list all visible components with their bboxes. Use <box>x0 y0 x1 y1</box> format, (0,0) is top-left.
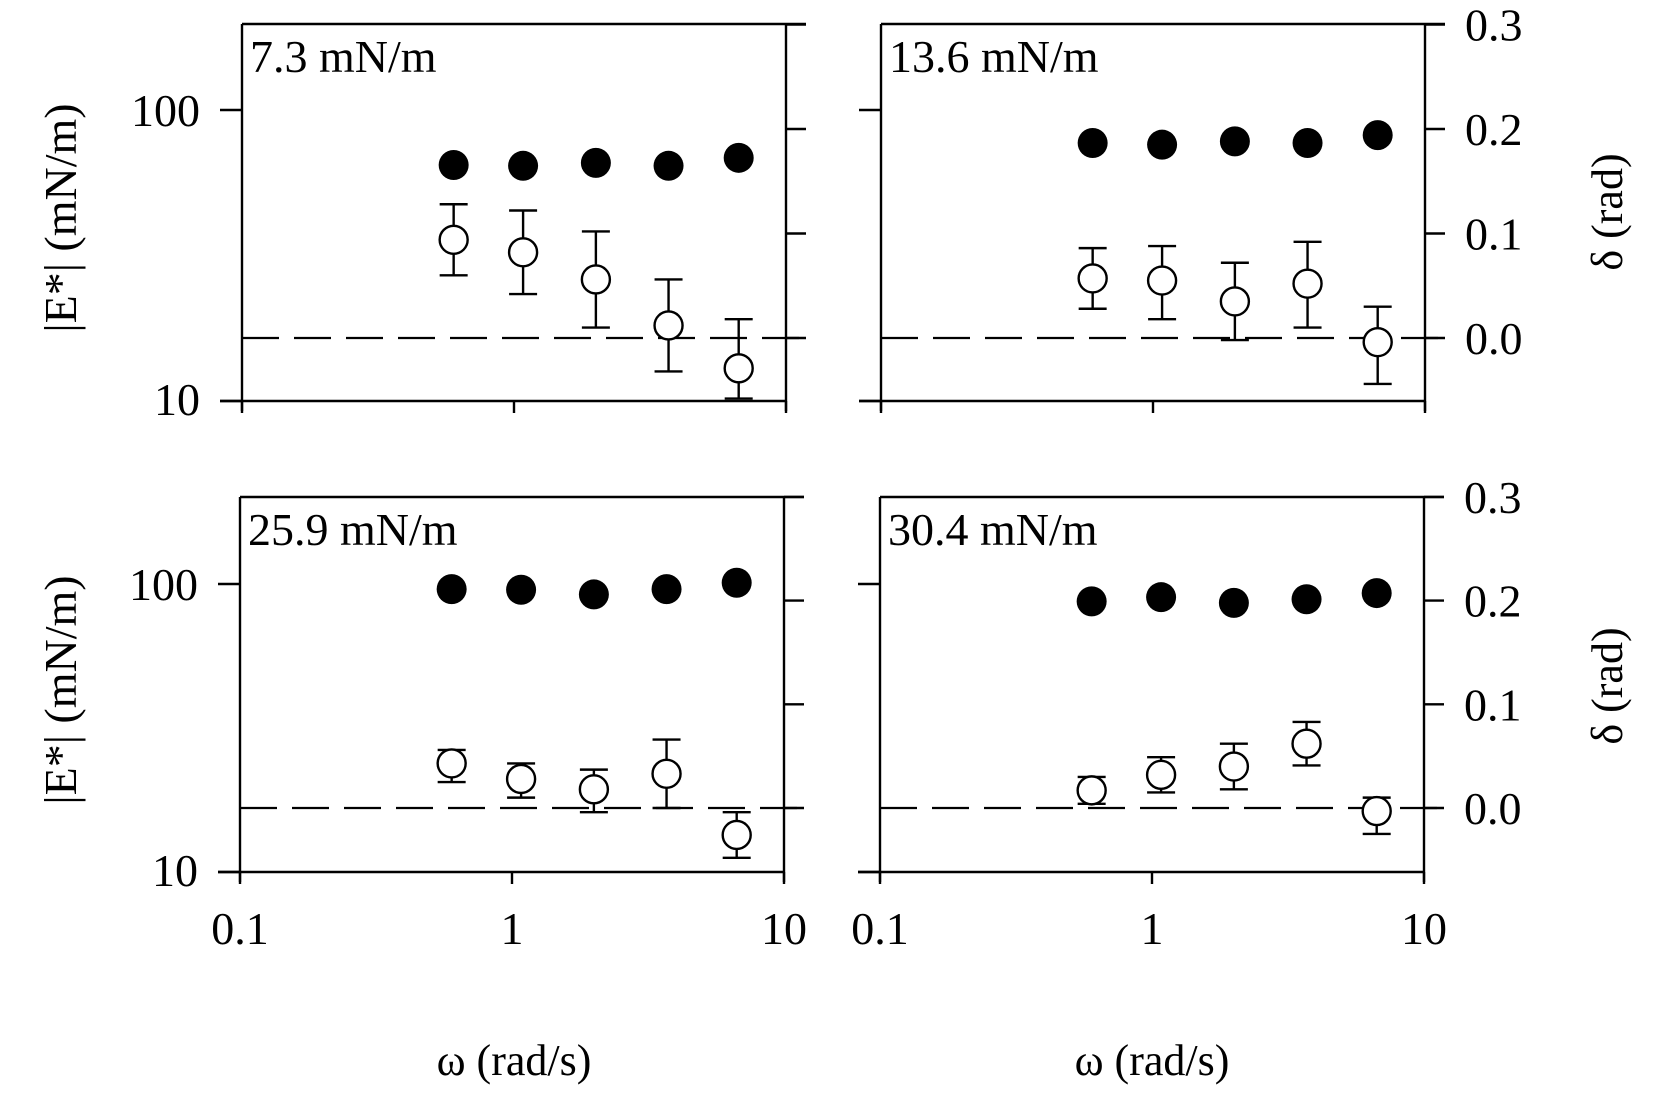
data-point-open <box>507 237 539 268</box>
data-point-open <box>578 774 610 805</box>
y-right-tick-label: 0.2 <box>1465 104 1523 155</box>
data-point-open <box>1291 728 1322 759</box>
y-right-axis-label-bottom: δ (rad) <box>1583 627 1632 744</box>
data-point-filled <box>438 150 469 181</box>
data-point-filled <box>436 574 467 605</box>
y-right-tick-label: 0.1 <box>1464 679 1522 730</box>
y-left-tick-label: 100 <box>131 85 200 136</box>
x-tick-label: 10 <box>761 903 807 954</box>
data-point-filled <box>651 574 682 605</box>
data-point-open <box>1077 263 1108 294</box>
data-point-filled <box>721 567 752 598</box>
x-tick-label: 10 <box>1401 903 1447 954</box>
data-point-filled <box>580 147 611 178</box>
x-tick-label: 0.1 <box>851 903 909 954</box>
data-point-filled <box>1361 578 1392 609</box>
y-right-axis-label-top: δ (rad) <box>1583 153 1632 270</box>
data-point-filled <box>723 142 754 173</box>
data-point-filled <box>1292 128 1323 159</box>
panel-title: 7.3 mN/m <box>250 31 437 82</box>
y-right-tick-label: 0.0 <box>1465 313 1523 364</box>
x-tick-label: 1 <box>501 903 524 954</box>
data-point-filled <box>1219 126 1250 157</box>
y-left-axis-label-bottom: |E*| (mN/m) <box>35 575 86 804</box>
y-right-tick-label: 0.3 <box>1465 0 1523 51</box>
y-left-tick-label: 100 <box>129 559 198 610</box>
data-point-open <box>1361 795 1392 827</box>
data-point-open <box>438 224 469 255</box>
panel-bottom-left: 0.1 1 10 10 100 25.9 mN/m <box>129 495 807 954</box>
x-axis-label-left: ω (rad/s) <box>437 1036 592 1085</box>
data-point-filled <box>1218 587 1249 618</box>
y-right-tick-label: 0.1 <box>1465 209 1523 260</box>
panel-title: 25.9 mN/m <box>248 504 458 555</box>
data-point-open <box>721 819 752 851</box>
data-point-filled <box>1076 586 1107 617</box>
panel-top-left: 10 100 7.3 mN/m <box>131 22 806 425</box>
data-point-open <box>1146 265 1178 296</box>
data-point-filled <box>653 150 684 181</box>
data-point-open <box>1362 326 1393 358</box>
data-point-filled <box>508 150 539 181</box>
x-tick-label: 1 <box>1141 903 1164 954</box>
panel-top-right: 0.0 0.1 0.2 0.3 13.6 mN/m <box>859 0 1523 413</box>
y-right-tick-label: 0.3 <box>1464 472 1522 523</box>
data-point-filled <box>1146 582 1177 613</box>
data-point-open <box>505 763 537 795</box>
y-right-tick-label: 0.0 <box>1464 783 1522 834</box>
y-left-tick-label: 10 <box>152 845 198 896</box>
panel-title: 30.4 mN/m <box>888 504 1098 555</box>
data-point-filled <box>1291 584 1322 615</box>
data-point-filled <box>578 579 609 610</box>
data-point-open <box>580 264 612 295</box>
y-left-tick-label: 10 <box>154 374 200 425</box>
data-point-open <box>1219 286 1251 317</box>
x-tick-label: 0.1 <box>211 903 269 954</box>
x-axis-label-right: ω (rad/s) <box>1075 1036 1230 1085</box>
data-point-open <box>723 353 754 384</box>
y-left-axis-label-top: |E*| (mN/m) <box>35 103 86 332</box>
data-point-open <box>651 758 682 789</box>
data-point-filled <box>1147 129 1178 160</box>
data-point-open <box>1218 751 1250 782</box>
data-point-open <box>436 748 467 779</box>
data-point-filled <box>1362 120 1393 151</box>
data-point-open <box>1292 268 1323 299</box>
data-point-open <box>1145 759 1177 791</box>
panel-bottom-right: 0.1 1 10 0.0 0.1 0.2 0.3 30.4 mN/m <box>851 472 1521 954</box>
y-right-tick-label: 0.2 <box>1464 576 1522 627</box>
data-point-open <box>653 310 684 341</box>
panel-title: 13.6 mN/m <box>889 31 1099 82</box>
data-point-open <box>1076 775 1107 806</box>
data-point-filled <box>506 574 537 605</box>
data-point-filled <box>1077 128 1108 159</box>
